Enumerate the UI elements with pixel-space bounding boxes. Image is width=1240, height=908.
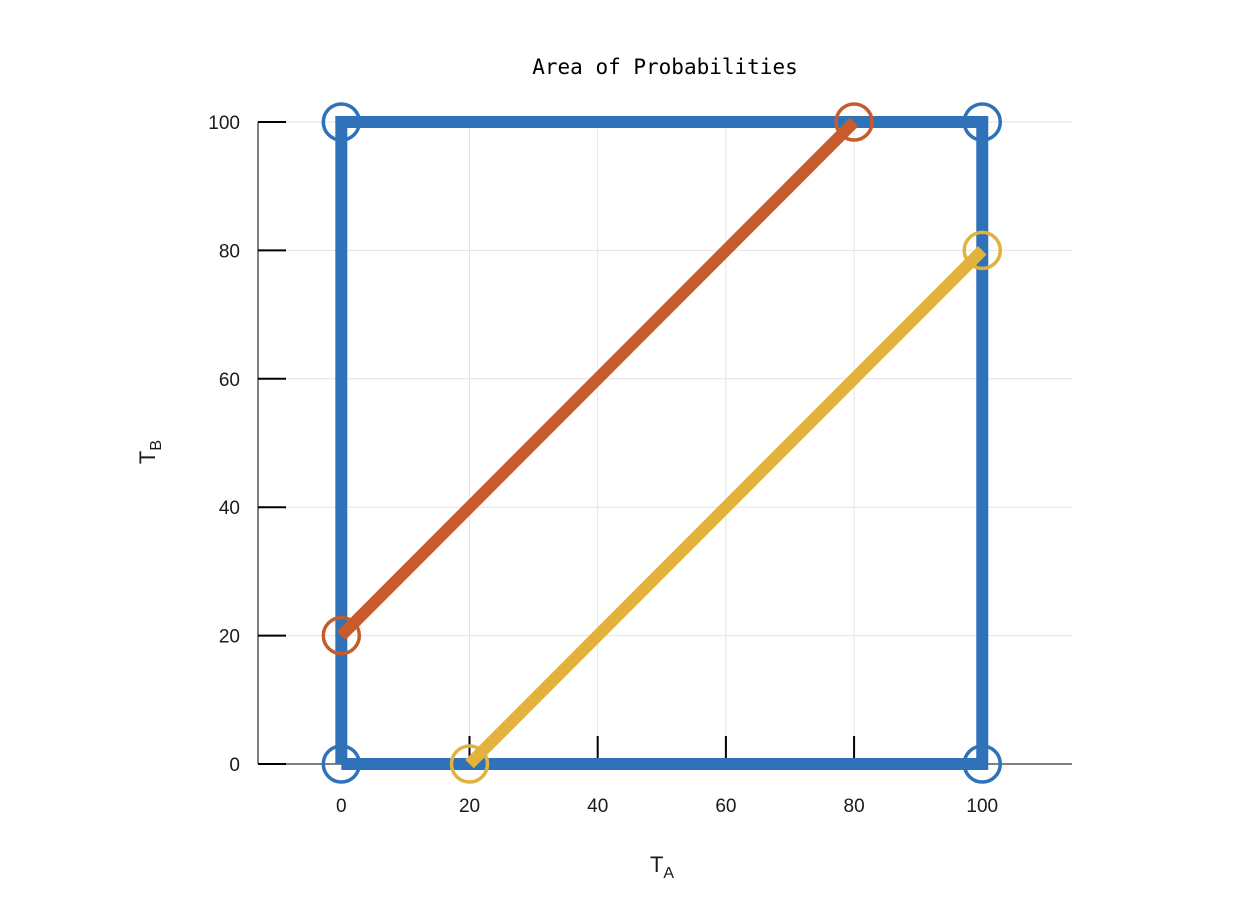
y-axis-label-sub: B	[148, 440, 165, 451]
series-marker	[962, 230, 1003, 271]
series-layer	[321, 102, 1003, 784]
grid	[258, 121, 1072, 765]
y-tick-label: 20	[219, 627, 240, 648]
series-line	[337, 117, 859, 640]
y-tick-label: 40	[219, 498, 240, 519]
y-tick-label: 0	[229, 755, 240, 776]
x-tick-label: 20	[459, 796, 480, 817]
series-marker	[962, 102, 1003, 142]
y-tick-label: 100	[208, 113, 240, 134]
x-tick-label: 100	[966, 796, 998, 817]
y-tick-label: 60	[219, 370, 240, 391]
x-tick-label: 0	[336, 796, 347, 817]
series-marker	[321, 102, 362, 142]
x-axis-label-main: T	[650, 852, 663, 877]
y-axis-label: TB	[135, 440, 165, 464]
x-axis-label: TA	[650, 852, 674, 882]
series-marker	[321, 744, 362, 784]
x-tick-label: 60	[715, 796, 736, 817]
y-tick-label: 80	[219, 241, 240, 262]
series-marker	[321, 615, 362, 656]
series-2	[321, 102, 874, 656]
series-line	[335, 116, 989, 770]
chart-title: Area of Probabilities	[532, 55, 798, 79]
x-tick-label: 40	[587, 796, 608, 817]
x-tick-label: 80	[844, 796, 865, 817]
x-axis-label-sub: A	[663, 865, 674, 882]
series-line	[465, 246, 987, 769]
series-marker	[962, 744, 1003, 784]
series-1	[321, 102, 1003, 784]
y-axis-label-main: T	[135, 451, 160, 464]
series-3	[449, 230, 1003, 784]
series-marker	[834, 102, 874, 142]
series-marker	[449, 744, 490, 784]
